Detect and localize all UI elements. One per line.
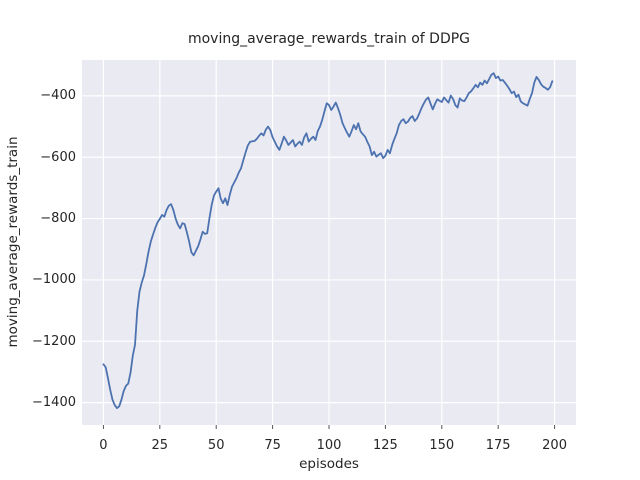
x-tick-label: 0: [99, 438, 108, 453]
x-tick-label: 150: [429, 438, 455, 453]
y-tick-label: −1000: [32, 272, 76, 288]
x-tick-label: 25: [151, 438, 169, 453]
x-tick-label: 125: [372, 438, 398, 453]
y-tick-label: −800: [40, 211, 76, 227]
y-tick-label: −400: [40, 88, 76, 104]
x-tick-label: 100: [316, 438, 342, 453]
y-tick-label: −1400: [32, 395, 76, 411]
y-tick-label: −600: [40, 149, 76, 165]
x-tick-label: 200: [542, 438, 567, 453]
x-tick-label: 50: [207, 438, 225, 453]
x-tick-label: 75: [264, 438, 281, 453]
x-tick-label: 175: [485, 438, 511, 453]
data-line-series: [102, 72, 554, 410]
x-axis-label: episodes: [299, 456, 359, 472]
y-axis-label: moving_average_rewards_train: [5, 136, 21, 348]
chart-title: moving_average_rewards_train of DDPG: [187, 31, 471, 47]
y-tick-label: −1200: [32, 333, 76, 349]
